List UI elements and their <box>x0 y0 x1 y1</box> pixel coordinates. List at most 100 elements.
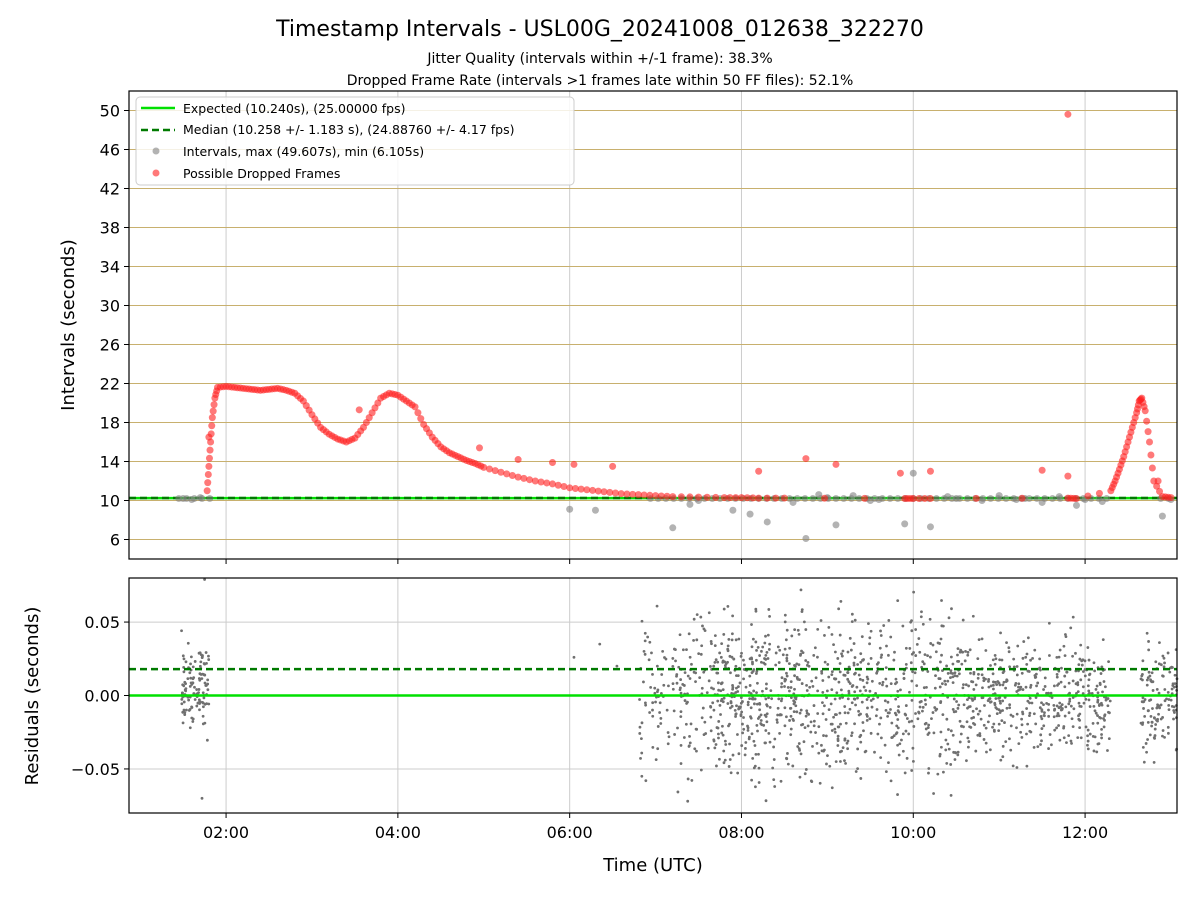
residual-point <box>205 738 209 742</box>
residual-point <box>910 719 914 723</box>
residual-point <box>846 739 850 743</box>
residual-point <box>1034 696 1038 699</box>
dropped-frame-point <box>570 460 578 468</box>
residual-point <box>802 740 806 744</box>
residual-point <box>796 628 800 632</box>
residual-point <box>826 754 829 758</box>
interval-point <box>1033 495 1041 503</box>
intervals-plot-frame <box>128 90 1178 560</box>
residual-point <box>773 785 777 788</box>
residual-point <box>639 756 642 760</box>
dropped-frame-point <box>755 467 763 475</box>
residual-point <box>756 729 759 733</box>
residual-point <box>756 681 759 685</box>
residual-point <box>187 698 191 702</box>
residual-point <box>952 710 956 714</box>
residual-point <box>207 702 211 706</box>
residual-point <box>1100 665 1104 669</box>
residual-point <box>1163 688 1167 691</box>
interval-point <box>669 524 677 532</box>
residual-point <box>931 643 935 647</box>
residual-point <box>1011 714 1015 718</box>
residual-point <box>754 607 758 611</box>
residual-point <box>180 702 184 706</box>
residual-point <box>1108 711 1111 715</box>
residual-point <box>805 709 809 713</box>
residual-point <box>895 731 899 735</box>
dropped-frame-point <box>204 479 212 487</box>
residual-point <box>1070 741 1073 745</box>
residual-point <box>962 683 965 687</box>
residual-point <box>999 758 1003 762</box>
dropped-frame-point <box>491 467 499 475</box>
residual-point <box>1145 678 1149 682</box>
residual-point <box>728 758 732 761</box>
residual-point <box>1007 646 1011 650</box>
residual-point <box>875 708 879 711</box>
residual-point <box>736 674 740 678</box>
residual-point <box>793 674 796 678</box>
residual-point <box>988 697 992 700</box>
residual-point <box>925 685 928 689</box>
residual-point <box>1009 724 1013 728</box>
residual-point <box>984 741 988 745</box>
residual-point <box>716 660 720 664</box>
residual-point <box>806 661 810 664</box>
residual-point <box>799 588 803 592</box>
residual-point <box>956 750 960 754</box>
residual-point <box>201 691 205 695</box>
residual-point <box>1096 714 1099 717</box>
residuals-x-tick-label: 08:00 <box>718 823 764 842</box>
residual-point <box>748 674 752 678</box>
residual-point <box>777 697 781 701</box>
residual-point <box>913 671 917 675</box>
residual-point <box>1048 654 1051 657</box>
residual-point <box>810 679 814 683</box>
residual-point <box>946 679 950 683</box>
residual-point <box>200 656 204 659</box>
residual-point <box>896 726 900 730</box>
residual-point <box>767 608 771 611</box>
dropped-frame-point <box>208 414 216 422</box>
interval-point <box>566 505 574 513</box>
residual-point <box>938 685 942 689</box>
residual-point <box>940 682 944 686</box>
residual-point <box>852 663 856 667</box>
residual-point <box>859 740 863 744</box>
residual-point <box>900 738 903 742</box>
residual-point <box>770 697 774 701</box>
interval-point <box>1002 495 1010 503</box>
residual-point <box>816 627 820 631</box>
residual-point <box>1173 673 1177 677</box>
residual-point <box>1005 641 1008 645</box>
residual-point <box>991 672 995 676</box>
residual-point <box>1081 658 1085 662</box>
residual-point <box>1081 670 1085 673</box>
residual-point <box>978 732 982 735</box>
residual-point <box>839 760 842 763</box>
residual-point <box>988 748 992 752</box>
residual-point <box>1141 678 1144 682</box>
residual-point <box>887 653 890 657</box>
residual-point <box>1080 663 1084 667</box>
residual-point <box>681 683 685 686</box>
residual-point <box>193 660 197 663</box>
intervals-y-tick-label: 46 <box>100 141 120 160</box>
residual-point <box>1042 688 1045 691</box>
residual-point <box>949 669 953 673</box>
residual-point <box>200 796 204 800</box>
dropped-frame-point <box>821 494 829 502</box>
residual-point <box>1086 646 1090 649</box>
residual-point <box>1057 724 1060 727</box>
residual-point <box>746 724 749 728</box>
residual-point <box>761 645 765 649</box>
residual-point <box>740 744 744 747</box>
residual-point <box>922 662 926 666</box>
residual-point <box>910 619 913 623</box>
residual-point <box>1052 684 1056 688</box>
residual-point <box>780 682 784 685</box>
residual-point <box>958 719 962 723</box>
residual-point <box>1058 648 1062 652</box>
residual-point <box>895 724 899 728</box>
residual-point <box>740 710 744 714</box>
